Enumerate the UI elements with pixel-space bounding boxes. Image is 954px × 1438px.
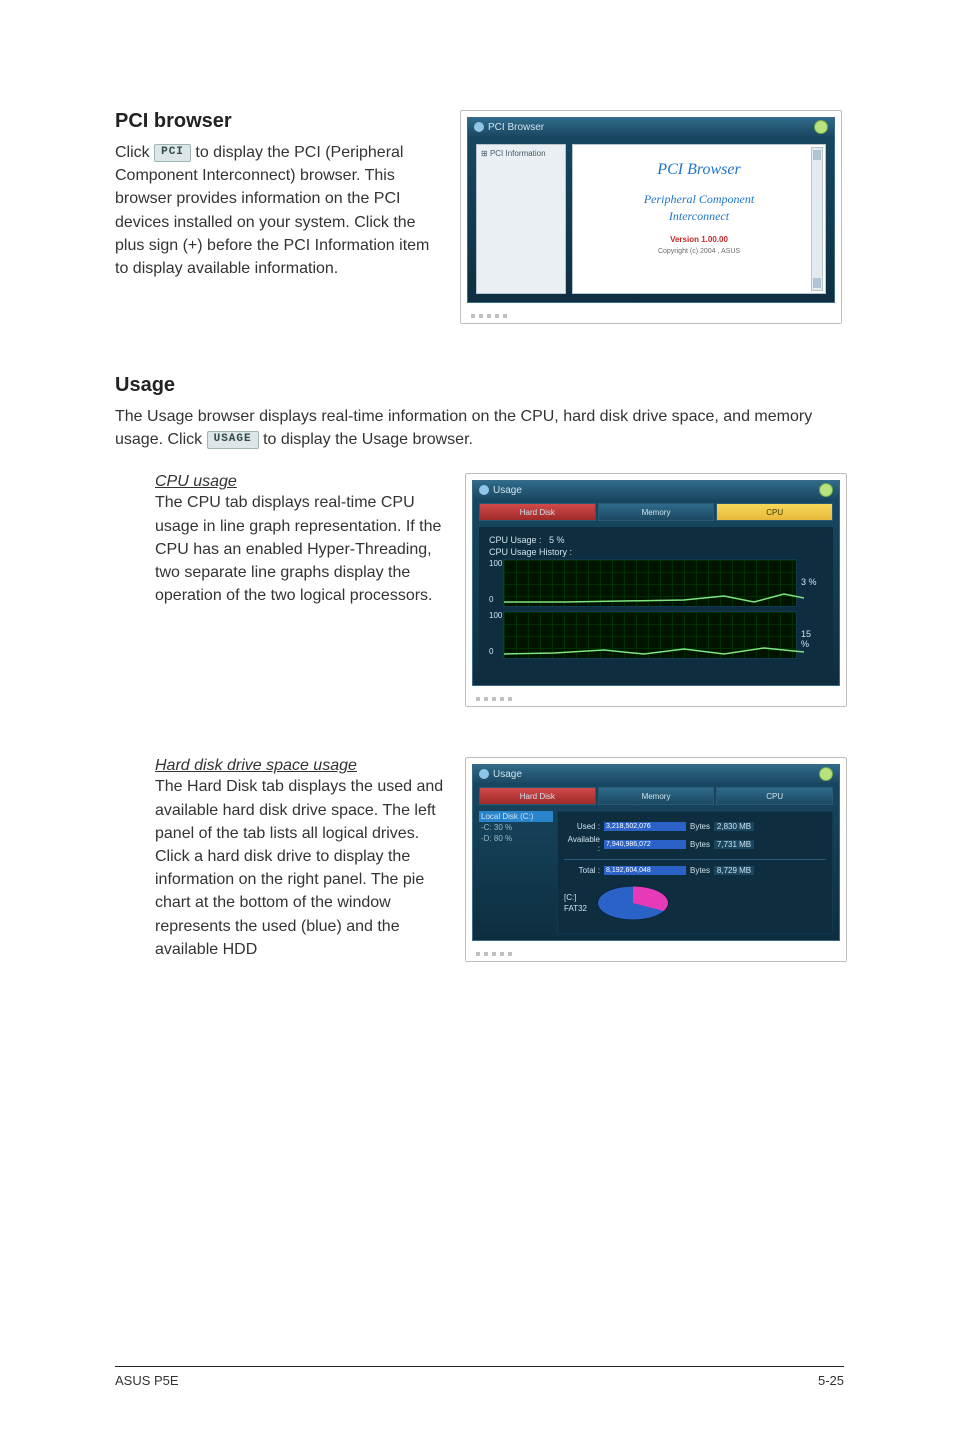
cpu-subhead: CPU usage [155,473,445,491]
pci-panel-sub1: Peripheral Component [577,191,821,208]
tab-harddisk[interactable]: Hard Disk [479,503,596,521]
cpu-screenshot: Usage Hard Disk Memory CPU CPU Usage : 5… [465,473,847,707]
total-label: Total : [564,866,600,875]
footer-left: ASUS P5E [115,1373,179,1388]
cpu-graph-2 [503,611,797,659]
drive-c[interactable]: -C: 30 % [479,822,553,833]
usage-intro: The Usage browser displays real-time inf… [115,405,844,451]
pci-screenshot: PCI Browser ⊞ PCI Information PCI Browse… [460,110,842,324]
drive-d[interactable]: -D: 80 % [479,833,553,844]
pci-tree-item[interactable]: PCI Information [490,149,546,158]
tab-harddisk[interactable]: Hard Disk [479,787,596,805]
hdd-subhead: Hard disk drive space usage [155,757,445,775]
footer-right: 5-25 [818,1373,844,1388]
hdd-screenshot: Usage Hard Disk Memory CPU Local Disk (C… [465,757,847,962]
usage-intro-post: to display the Usage browser. [263,431,473,448]
pager-dots [461,309,841,323]
axis-0b: 0 [489,647,493,656]
axis-100: 100 [489,559,502,568]
usage-button-icon: USAGE [207,431,259,449]
tab-memory[interactable]: Memory [598,787,715,805]
close-icon[interactable] [819,483,833,497]
total-bar: 8,192,604,048 [604,866,686,875]
cpu-history-label: CPU Usage History : [489,547,827,557]
drive-selected[interactable]: Local Disk (C:) [479,811,553,822]
used-bar: 3,218,502,076 [604,822,686,831]
cpu-pct-2: 15 % [801,629,821,649]
total-bytes: Bytes [690,866,710,875]
avail-bytes: Bytes [690,840,710,849]
cpu-usage-label: CPU Usage : [489,535,542,545]
used-bytes: Bytes [690,822,710,831]
pager-dots [466,692,846,706]
axis-0: 0 [489,595,493,604]
pci-info-panel: PCI Browser Peripheral Component Interco… [572,144,826,294]
close-icon[interactable] [814,120,828,134]
usage-heading: Usage [115,374,844,397]
cpu-pct-1: 3 % [801,577,821,587]
avail-label: Available : [564,835,600,853]
pci-paragraph: Click PCI to display the PCI (Peripheral… [115,141,440,280]
pci-body-post: to display the PCI (Peripheral Component… [115,144,429,277]
scrollbar[interactable] [811,147,823,291]
tab-cpu[interactable]: CPU [716,787,833,805]
hdd-body: The Hard Disk tab displays the used and … [155,775,445,961]
pci-panel-title: PCI Browser [577,161,821,179]
pci-tree[interactable]: ⊞ PCI Information [476,144,566,294]
hdd-shot-titlebar: Usage [479,769,522,780]
tab-memory[interactable]: Memory [598,503,715,521]
close-icon[interactable] [819,767,833,781]
pie-chart [597,886,669,921]
avail-bar: 7,940,986,072 [604,840,686,849]
cpu-graph-1 [503,559,797,607]
pci-panel-sub2: Interconnect [577,208,821,225]
pie-legend-drive: [C:] [564,892,587,903]
pci-panel-copyright: Copyright (c) 2004 , ASUS [577,248,821,255]
used-label: Used : [564,822,600,831]
used-mb: 2,830 MB [714,822,754,831]
cpu-usage-val: 5 % [549,535,565,545]
pie-legend-fs: FAT32 [564,903,587,914]
pci-shot-titlebar: PCI Browser [474,122,544,133]
axis-100b: 100 [489,611,502,620]
pci-button-icon: PCI [154,144,191,162]
pager-dots [466,947,846,961]
cpu-body: The CPU tab displays real-time CPU usage… [155,491,445,607]
tab-cpu[interactable]: CPU [716,503,833,521]
cpu-shot-titlebar: Usage [479,485,522,496]
drive-list[interactable]: Local Disk (C:) -C: 30 % -D: 80 % [479,811,553,934]
drive-detail: Used : 3,218,502,076 Bytes 2,830 MB Avai… [557,811,833,934]
pci-heading: PCI browser [115,110,440,133]
pci-panel-version: Version 1.00.00 [577,235,821,244]
total-mb: 8,729 MB [714,866,754,875]
pci-body-pre: Click [115,144,154,161]
avail-mb: 7,731 MB [714,840,754,849]
